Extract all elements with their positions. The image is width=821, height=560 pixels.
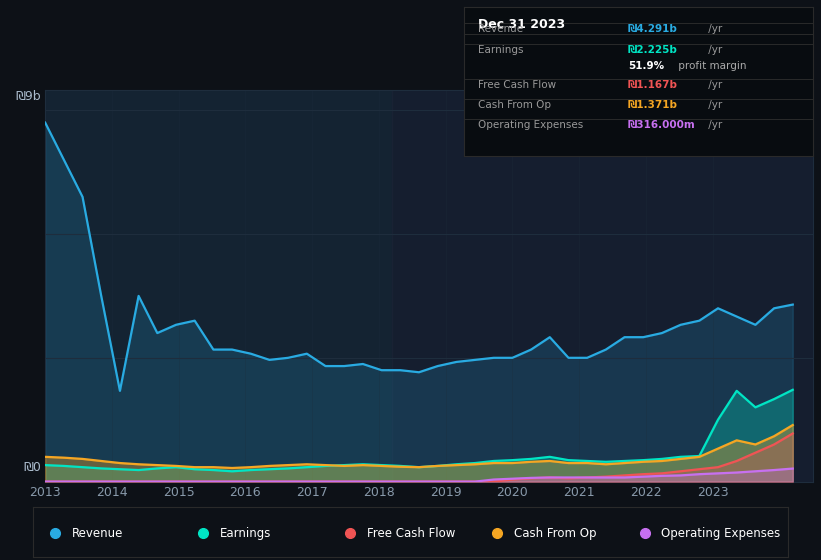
Text: profit margin: profit margin xyxy=(675,61,746,71)
Text: ₪1.167b: ₪1.167b xyxy=(628,81,678,90)
Text: Operating Expenses: Operating Expenses xyxy=(661,526,781,539)
Text: /yr: /yr xyxy=(704,120,722,130)
Text: ₪0: ₪0 xyxy=(24,461,41,474)
Text: /yr: /yr xyxy=(704,24,722,34)
Text: ₪9b: ₪9b xyxy=(16,90,41,102)
Text: Dec 31 2023: Dec 31 2023 xyxy=(478,18,565,31)
Text: /yr: /yr xyxy=(704,45,722,55)
Text: Cash From Op: Cash From Op xyxy=(514,526,597,539)
Text: Earnings: Earnings xyxy=(219,526,271,539)
Text: ₪1.371b: ₪1.371b xyxy=(628,100,678,110)
Text: Free Cash Flow: Free Cash Flow xyxy=(478,81,556,90)
Bar xyxy=(392,90,813,482)
Text: ₪2.225b: ₪2.225b xyxy=(628,45,677,55)
Text: /yr: /yr xyxy=(704,81,722,90)
Text: ₪4.291b: ₪4.291b xyxy=(628,24,677,34)
Text: Revenue: Revenue xyxy=(478,24,523,34)
Text: Cash From Op: Cash From Op xyxy=(478,100,551,110)
Text: Earnings: Earnings xyxy=(478,45,523,55)
Text: /yr: /yr xyxy=(704,100,722,110)
Text: Revenue: Revenue xyxy=(72,526,123,539)
Text: Operating Expenses: Operating Expenses xyxy=(478,120,583,130)
Text: ₪316.000m: ₪316.000m xyxy=(628,120,695,130)
Text: Free Cash Flow: Free Cash Flow xyxy=(367,526,455,539)
Bar xyxy=(45,90,392,482)
Text: 51.9%: 51.9% xyxy=(628,61,664,71)
